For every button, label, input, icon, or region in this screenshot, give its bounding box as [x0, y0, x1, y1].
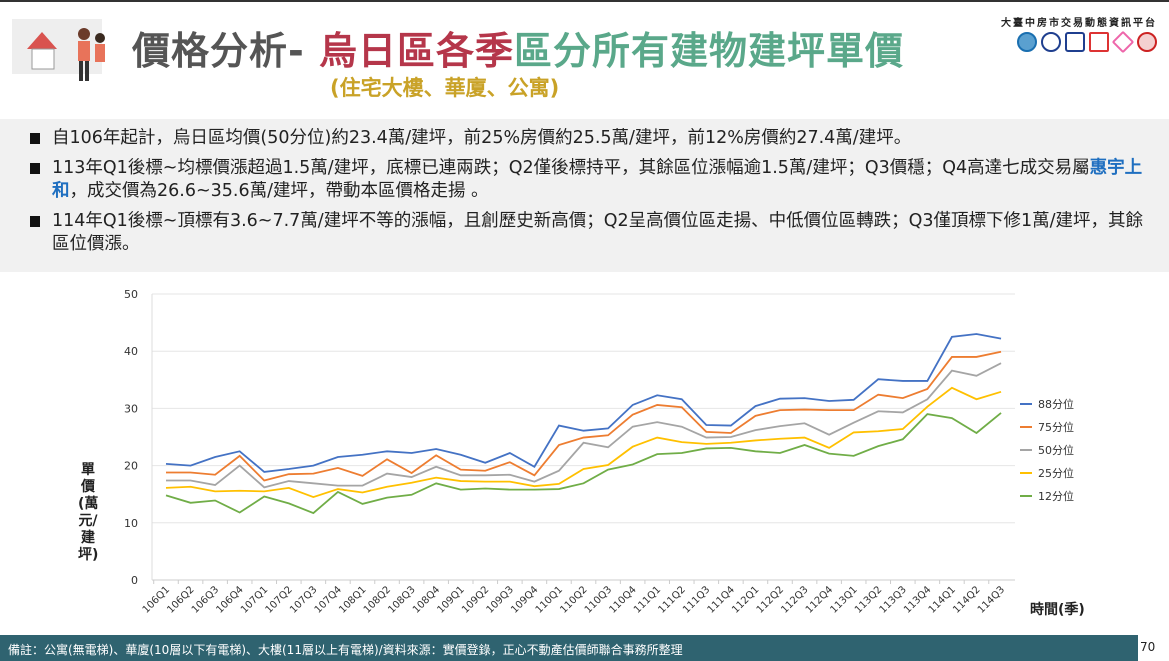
- association-logo-icon: [1041, 32, 1061, 52]
- red-logo-icon: [1089, 32, 1109, 52]
- y-tick-label: 10: [124, 517, 138, 530]
- legend-label: 50分位: [1038, 443, 1074, 457]
- title-part3: 區分所有建物建坪單價: [514, 29, 905, 73]
- title-part1: 價格分析-: [132, 29, 305, 73]
- tuda-logo-icon: [1017, 32, 1037, 52]
- title-part2: 烏日區各季: [319, 29, 515, 73]
- header-illustration: [12, 14, 117, 84]
- bullet-item: 自106年起計，烏日區均價(50分位)約23.4萬/建坪，前25%房價約25.5…: [30, 127, 1149, 150]
- footer-note: 備註：公寓(無電梯)、華廈(10層以下有電梯)、大樓(11層以上有電梯)/資料來…: [0, 635, 1138, 661]
- x-tick-label: 114Q3: [976, 584, 1007, 615]
- legend-label: 75分位: [1038, 420, 1074, 434]
- partner-logos: [1017, 30, 1157, 54]
- legend-label: 12分位: [1038, 489, 1074, 503]
- building-logo-icon: [1065, 32, 1085, 52]
- x-axis-label: 時間(季): [1030, 602, 1085, 618]
- y-tick-label: 20: [124, 460, 138, 473]
- page-subtitle: (住宅大樓、華廈、公寓): [330, 76, 560, 100]
- y-tick-label: 50: [124, 288, 138, 301]
- diamond-logo-icon: [1111, 30, 1135, 54]
- series-line-75分位: [166, 350, 1002, 482]
- bullet-text: ，成交價為26.6~35.6萬/建坪，帶動本區價格走揚 。: [69, 181, 489, 201]
- series-line-12分位: [165, 412, 1002, 515]
- page-title: 價格分析- 烏日區各季區分所有建物建坪單價: [132, 20, 904, 75]
- page-number: 70: [1140, 640, 1156, 654]
- y-axis-label: 單價(萬元/建坪): [78, 462, 99, 563]
- bullet-text: 自106年起計，烏日區均價(50分位)約23.4萬/建坪，前25%房價約25.5…: [52, 128, 912, 148]
- bullet-item: 113年Q1後標~均標價漲超過1.5萬/建坪，底標已連兩跌；Q2僅後標持平，其餘…: [30, 157, 1149, 203]
- legend-label: 25分位: [1038, 466, 1074, 480]
- series-line-88分位: [165, 333, 1002, 473]
- series-line-50分位: [166, 362, 1002, 489]
- bullet-text: 114年Q1後標~頂標有3.6~7.7萬/建坪不等的漲幅，且創歷史新高價；Q2呈…: [52, 211, 1144, 254]
- cirea-logo-icon: [1137, 32, 1157, 52]
- bullet-item: 114年Q1後標~頂標有3.6~7.7萬/建坪不等的漲幅，且創歷史新高價；Q2呈…: [30, 210, 1149, 256]
- series-line-25分位: [165, 386, 1002, 499]
- summary-bullets: 自106年起計，烏日區均價(50分位)約23.4萬/建坪，前25%房價約25.5…: [0, 119, 1169, 272]
- y-tick-label: 40: [124, 345, 138, 358]
- price-line-chart: 01020304050106Q1106Q2106Q3106Q4107Q1107Q…: [124, 288, 1074, 616]
- bullet-text: 113年Q1後標~均標價漲超過1.5萬/建坪，底標已連兩跌；Q2僅後標持平，其餘…: [52, 158, 1090, 178]
- legend-label: 88分位: [1038, 397, 1074, 411]
- y-tick-label: 30: [124, 402, 138, 415]
- brand-name: 大臺中房市交易動態資訊平台: [1001, 18, 1157, 29]
- y-tick-label: 0: [131, 574, 138, 587]
- highlight-project: 惠宇上和: [52, 158, 1143, 201]
